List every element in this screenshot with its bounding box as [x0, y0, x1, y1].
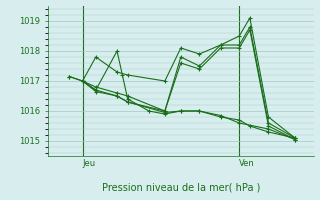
Text: Ven: Ven — [239, 159, 255, 168]
Text: Jeu: Jeu — [83, 159, 96, 168]
Text: Pression niveau de la mer( hPa ): Pression niveau de la mer( hPa ) — [102, 183, 260, 193]
